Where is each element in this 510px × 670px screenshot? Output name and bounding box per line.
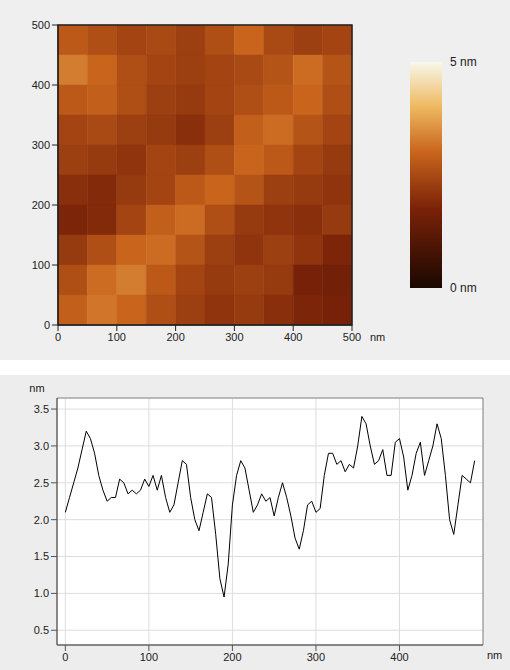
svg-text:200: 200	[32, 199, 50, 211]
svg-text:2.0: 2.0	[34, 514, 49, 526]
svg-text:nm: nm	[29, 382, 44, 394]
svg-text:5 nm: 5 nm	[450, 55, 477, 69]
svg-text:500: 500	[32, 19, 50, 31]
svg-text:300: 300	[225, 331, 243, 343]
svg-text:500: 500	[343, 331, 361, 343]
svg-text:0.5: 0.5	[34, 624, 49, 636]
svg-text:0: 0	[44, 319, 50, 331]
svg-text:100: 100	[140, 651, 158, 663]
svg-text:400: 400	[284, 331, 302, 343]
svg-text:3.0: 3.0	[34, 440, 49, 452]
svg-text:1.0: 1.0	[34, 587, 49, 599]
svg-text:0: 0	[62, 651, 68, 663]
svg-text:200: 200	[166, 331, 184, 343]
svg-text:200: 200	[223, 651, 241, 663]
svg-text:nm: nm	[370, 331, 385, 343]
svg-text:1.5: 1.5	[34, 550, 49, 562]
svg-text:nm: nm	[487, 649, 502, 661]
svg-text:300: 300	[307, 651, 325, 663]
svg-text:100: 100	[32, 259, 50, 271]
svg-text:400: 400	[32, 79, 50, 91]
svg-text:2.5: 2.5	[34, 477, 49, 489]
svg-text:3.5: 3.5	[34, 403, 49, 415]
svg-text:100: 100	[108, 331, 126, 343]
svg-text:0: 0	[55, 331, 61, 343]
svg-text:0 nm: 0 nm	[450, 281, 477, 295]
svg-text:300: 300	[32, 139, 50, 151]
svg-text:400: 400	[390, 651, 408, 663]
